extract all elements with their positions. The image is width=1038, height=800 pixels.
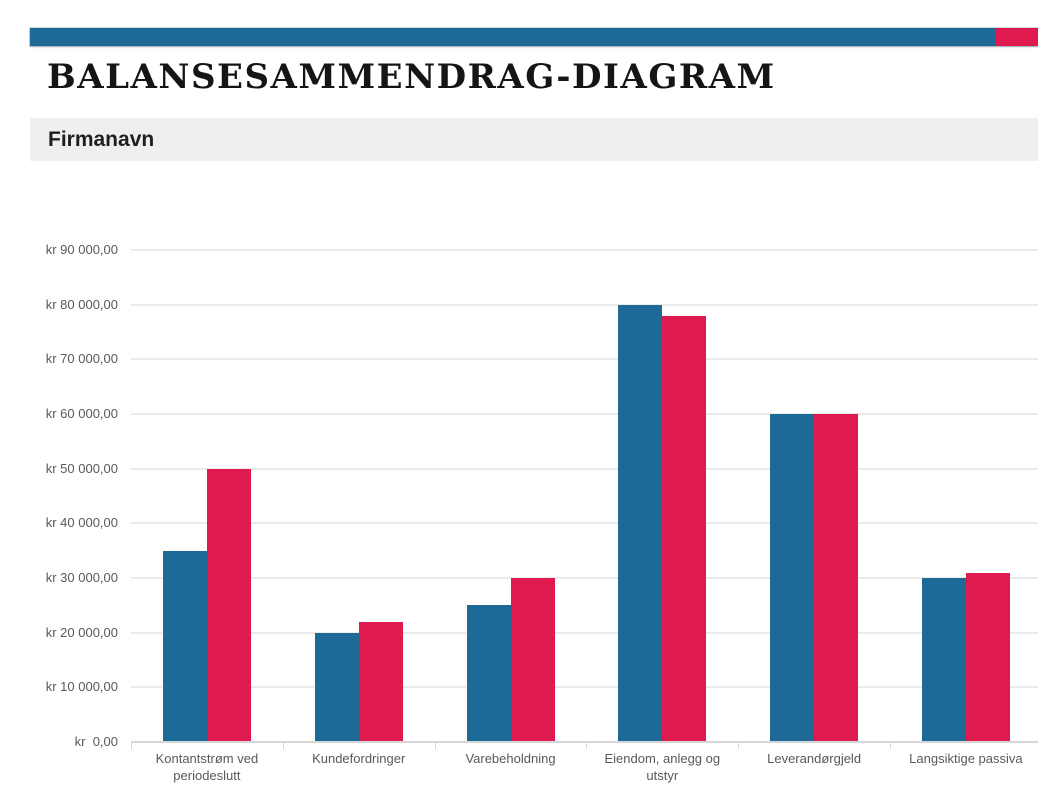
bar-red <box>510 578 555 742</box>
gridline <box>131 413 1038 415</box>
y-axis-label: kr 30 000,00 <box>45 570 118 585</box>
bar-blue <box>162 550 207 742</box>
y-axis-label: kr 70 000,00 <box>45 351 118 367</box>
x-axis-tick <box>434 743 436 749</box>
gridline <box>131 631 1038 634</box>
gridline <box>131 303 1038 306</box>
gridline <box>131 467 1038 470</box>
accent-banner-blue-segment <box>30 28 995 46</box>
y-axis-label: kr 20 000,00 <box>45 624 118 640</box>
gridline <box>131 358 1038 361</box>
x-axis-tick <box>131 743 132 749</box>
page-title: BALANSESAMMENDRAG-DIAGRAM <box>47 57 776 97</box>
y-axis-label: kr 90 000,00 <box>45 242 118 257</box>
bar-blue <box>466 605 511 742</box>
x-axis-label: Kontantstrøm ved periodeslutt <box>155 751 259 783</box>
bar-red <box>662 315 707 742</box>
y-axis-label: kr 60 000,00 <box>45 406 118 421</box>
y-axis-label: kr 0,00 <box>74 734 118 749</box>
bar-blue <box>618 304 663 742</box>
x-axis-label: Varebeholdning <box>465 751 556 766</box>
x-axis-label: Langsiktige passiva <box>909 751 1023 766</box>
accent-banner-red-segment <box>995 28 1038 46</box>
y-axis-label: kr 80 000,00 <box>45 296 118 312</box>
x-axis-tick <box>890 743 891 749</box>
company-name-band: Firmanavn <box>30 118 1038 161</box>
bar-red <box>814 414 859 742</box>
x-axis-tick <box>738 743 740 749</box>
x-axis-label: Eiendom, anlegg og utstyr <box>604 751 721 783</box>
bar-blue <box>921 578 966 742</box>
bar-red <box>965 572 1010 742</box>
accent-banner <box>30 28 1038 46</box>
bar-red <box>358 621 403 742</box>
x-axis-line <box>131 741 1038 743</box>
x-axis-label: Kundefordringer <box>312 751 406 766</box>
gridline <box>131 686 1038 689</box>
y-axis-label: kr 50 000,00 <box>45 460 118 476</box>
x-axis-label: Leverandørgjeld <box>767 751 862 766</box>
x-axis-tick <box>282 743 284 749</box>
x-axis-tick <box>586 743 588 749</box>
y-axis-label: kr 10 000,00 <box>45 679 118 695</box>
bar-blue <box>770 414 815 742</box>
gridline <box>131 249 1038 251</box>
y-axis-label: kr 40 000,00 <box>45 515 118 531</box>
bar-red <box>206 468 251 742</box>
gridline <box>131 522 1038 525</box>
bar-blue <box>314 632 359 742</box>
gridline <box>131 577 1038 579</box>
company-name-label: Firmanavn <box>48 127 155 151</box>
